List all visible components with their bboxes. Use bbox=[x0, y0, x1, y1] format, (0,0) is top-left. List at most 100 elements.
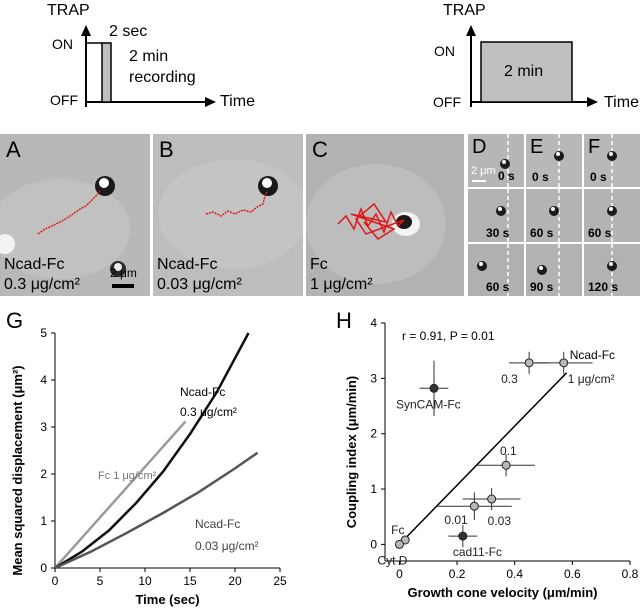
panel-d-scale-label: 2 μm bbox=[471, 165, 496, 177]
g-y-tick-label: 3 bbox=[40, 420, 47, 434]
panel-d-tile-1: D 0 s 2 μm bbox=[468, 134, 524, 187]
h-x-tick-label: 0.2 bbox=[449, 567, 466, 581]
panel-c-image: C Fc 1 μg/cm² bbox=[306, 134, 464, 296]
g-y-tick-label: 5 bbox=[40, 326, 47, 340]
panel-d-time-3: 60 s bbox=[486, 280, 510, 294]
h-point-0-2 bbox=[501, 460, 511, 470]
h-point-label-0-1: 0.3 bbox=[501, 372, 518, 386]
panel-d-tile-3: 60 s bbox=[468, 244, 524, 296]
h-point-label-1-3: Cyt D bbox=[377, 553, 407, 567]
panel-d-tile-2: 30 s bbox=[468, 189, 524, 242]
h-point-label-1-1: cad11-Fc bbox=[453, 545, 502, 559]
g-x-axis-title: Time (sec) bbox=[135, 592, 199, 607]
panel-b-concentration: 0.03 μg/cm² bbox=[157, 276, 242, 293]
h-point-label-0-0: 1 μg/cm² bbox=[568, 372, 615, 386]
time-label-2: Time bbox=[604, 94, 639, 111]
panel-c-condition: Fc bbox=[310, 256, 328, 273]
panel-a-image: A Ncad-Fc 0.3 μg/cm² 2 μm bbox=[0, 134, 150, 296]
g-y-tick-label: 2 bbox=[40, 467, 47, 481]
panel-f-time-2: 60 s bbox=[588, 226, 612, 240]
panel-f-tile-1: F 0 s bbox=[584, 134, 640, 187]
panel-e-time-1: 0 s bbox=[532, 170, 549, 184]
panel-e-tile-1: E 0 s bbox=[526, 134, 582, 187]
panel-e-time-3: 90 s bbox=[530, 280, 554, 294]
g-label-ncad-high-1: Ncad-Fc bbox=[180, 385, 225, 399]
g-y-tick-label: 1 bbox=[40, 514, 47, 528]
panel-g-chart: 0 5 10 15 20 25 0 1 2 3 4 5 Time (sec) Mean squared d… bbox=[10, 326, 287, 607]
g-label-ncad-low-1: Ncad-Fc bbox=[195, 517, 240, 531]
h-point-1-1 bbox=[458, 531, 468, 541]
h-point-label-1-0: SynCAM-Fc bbox=[396, 397, 461, 411]
h-point-0-3 bbox=[487, 494, 497, 504]
h-x-tick-label: 0.6 bbox=[564, 567, 581, 581]
panel-d-time-2: 30 s bbox=[486, 226, 510, 240]
h-stats-annotation: r = 0.91, P = 0.01 bbox=[402, 329, 495, 343]
panel-h-letter: H bbox=[336, 308, 352, 333]
g-x-tick-label: 20 bbox=[228, 574, 242, 588]
trap-pulse-bar bbox=[101, 42, 112, 103]
panel-d-letter: D bbox=[472, 136, 487, 158]
pulse-duration: 2 sec bbox=[109, 23, 148, 40]
h-y-axis-title: Coupling index (μm/min) bbox=[344, 376, 359, 528]
h-fit-line bbox=[398, 372, 568, 545]
recording-duration: 2 min bbox=[129, 48, 169, 65]
g-x-tick-label: 0 bbox=[52, 574, 59, 588]
panel-a-track bbox=[37, 190, 101, 235]
panel-a-scene bbox=[0, 134, 150, 296]
h-x-tick-label: 0.8 bbox=[622, 567, 639, 581]
panel-a-letter: A bbox=[6, 137, 21, 162]
g-x-tick-label: 25 bbox=[273, 574, 287, 588]
panel-b-scene bbox=[153, 134, 303, 296]
g-x-tick-label: 5 bbox=[97, 574, 104, 588]
h-x-tick-label: 0 bbox=[396, 567, 403, 581]
h-y-tick-label: 0 bbox=[370, 537, 377, 551]
trap-title: TRAP bbox=[47, 2, 90, 19]
h-series-name-ncad: Ncad-Fc bbox=[570, 348, 615, 362]
h-x-tick-label: 0.4 bbox=[506, 567, 523, 581]
panel-c-track bbox=[337, 202, 405, 240]
panel-a-scale-label: 2 μm bbox=[110, 266, 137, 280]
panel-d-time-1: 0 s bbox=[498, 169, 515, 183]
h-point-0-4 bbox=[469, 501, 479, 511]
panel-b-letter: B bbox=[159, 137, 174, 162]
panel-c-letter: C bbox=[312, 137, 328, 162]
off-label: OFF bbox=[50, 92, 78, 108]
g-x-tick-label: 10 bbox=[138, 574, 152, 588]
h-point-1-3 bbox=[394, 539, 404, 549]
h-y-tick-label: 1 bbox=[370, 482, 377, 496]
panel-f-time-1: 0 s bbox=[590, 170, 607, 184]
panel-b-track bbox=[205, 190, 268, 217]
panel-g-letter: G bbox=[6, 308, 24, 333]
time-label: Time bbox=[220, 93, 255, 110]
box-duration: 2 min bbox=[504, 63, 544, 80]
panel-a-condition: Ncad-Fc bbox=[4, 256, 65, 273]
recording-label: recording bbox=[129, 69, 196, 86]
h-x-axis-title: Growth cone velocity (μm/min) bbox=[408, 585, 598, 600]
panel-h-chart: 0 0.2 0.4 0.6 0.8 0 1 2 3 4 Growth cone velocity (… bbox=[344, 316, 639, 600]
panel-a-concentration: 0.3 μg/cm² bbox=[4, 276, 80, 293]
g-y-tick-label: 4 bbox=[40, 373, 47, 387]
panel-f-tile-3: 120 s bbox=[584, 244, 640, 296]
h-point-label-0-4: 0.01 bbox=[444, 513, 468, 527]
trap-title-2: TRAP bbox=[443, 2, 486, 19]
trap-continuous-box bbox=[480, 41, 573, 103]
g-label-ncad-low-2: 0.03 μg/cm² bbox=[195, 539, 259, 553]
trap-continuous-axes bbox=[466, 25, 598, 107]
h-point-label-0-2: 0.1 bbox=[500, 444, 517, 458]
g-y-axis-title: Mean squared displacement (μm²) bbox=[10, 365, 25, 575]
panel-b-condition: Ncad-Fc bbox=[157, 256, 218, 273]
on-label: ON bbox=[52, 36, 73, 52]
h-point-label-1-2: Fc bbox=[391, 523, 404, 537]
panel-c-concentration: 1 μg/cm² bbox=[310, 276, 373, 293]
g-series-line-1 bbox=[54, 420, 187, 569]
panel-e-tile-3: 90 s bbox=[526, 244, 582, 296]
g-series-line-2 bbox=[54, 332, 250, 570]
h-y-tick-label: 2 bbox=[370, 427, 377, 441]
panel-b-image: B Ncad-Fc 0.03 μg/cm² bbox=[153, 134, 303, 296]
h-point-0-0 bbox=[559, 358, 569, 368]
panel-c-scene bbox=[306, 134, 464, 296]
off-label-2: OFF bbox=[433, 94, 461, 110]
g-series-line-3 bbox=[54, 451, 259, 570]
panel-e-time-2: 60 s bbox=[530, 226, 554, 240]
trap-pulse-axes bbox=[81, 25, 216, 107]
